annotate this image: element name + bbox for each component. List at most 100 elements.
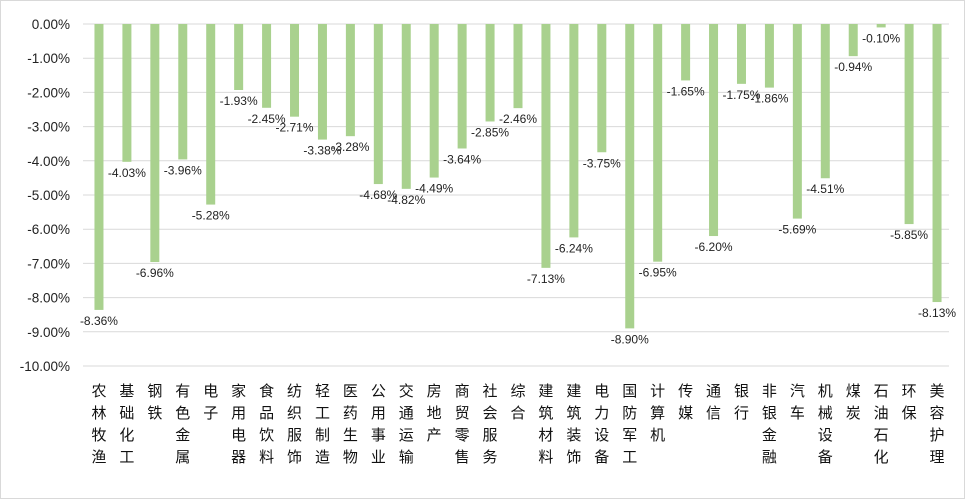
- x-tick-label: 通信: [706, 382, 721, 422]
- y-tick-label: -5.00%: [27, 188, 70, 203]
- bar: [94, 24, 104, 310]
- x-tick-label: 钢铁: [147, 382, 162, 422]
- bar: [597, 24, 607, 153]
- x-tick-label: 医药生物: [343, 382, 358, 466]
- x-tick-label: 国防军工: [622, 382, 637, 466]
- y-tick-label: -9.00%: [27, 325, 70, 340]
- x-tick-label: 建筑装饰: [566, 382, 581, 466]
- bar: [513, 24, 523, 109]
- data-label: -1.65%: [667, 84, 705, 98]
- y-tick-label: -6.00%: [27, 222, 70, 237]
- bar: [736, 24, 746, 84]
- x-tick-label: 环保: [902, 382, 917, 422]
- y-tick-label: -7.00%: [27, 256, 70, 271]
- bar: [541, 24, 551, 268]
- data-label: -8.90%: [611, 332, 649, 346]
- data-label: -2.85%: [471, 125, 509, 139]
- y-tick-label: 0.00%: [32, 17, 70, 32]
- data-label: -6.95%: [639, 266, 677, 280]
- data-label: -1.75%: [722, 88, 760, 102]
- bar: [569, 24, 579, 238]
- bar: [820, 24, 830, 179]
- data-labels: -8.36% -4.03% -6.96% -3.96% -5.28% -1.93% -2.4…: [80, 31, 956, 346]
- bar: [150, 24, 160, 263]
- x-tick-label: 轻工制造: [315, 382, 330, 466]
- gridlines: [83, 23, 949, 367]
- bar: [317, 24, 327, 140]
- data-label: -5.69%: [778, 223, 816, 237]
- data-label: -6.96%: [136, 266, 174, 280]
- data-label: -7.13%: [527, 272, 565, 286]
- x-tick-label: 综合: [510, 382, 525, 422]
- x-tick-label: 纺织服饰: [287, 382, 302, 466]
- x-tick-label: 美容护理: [930, 382, 945, 466]
- data-label: -2.46%: [499, 112, 537, 126]
- data-label: -1.93%: [220, 94, 258, 108]
- data-label: -4.03%: [108, 166, 146, 180]
- bar: [792, 24, 802, 219]
- bar: [681, 24, 691, 81]
- y-tick-label: -2.00%: [27, 85, 70, 100]
- bar: [122, 24, 132, 162]
- x-tick-label: 家用电器: [231, 382, 246, 466]
- data-label: -8.36%: [80, 314, 118, 328]
- bar: [653, 24, 663, 262]
- x-tick-label: 电力设备: [594, 382, 609, 466]
- x-tick-label: 交通运输: [399, 382, 414, 466]
- x-tick-label: 传媒: [678, 382, 693, 422]
- x-tick-label: 商贸零售: [455, 382, 470, 466]
- x-tick-label: 农林牧渔: [91, 382, 106, 466]
- data-label: -2.45%: [248, 112, 286, 126]
- data-label: -4.68%: [359, 188, 397, 202]
- y-tick-label: -1.00%: [27, 51, 70, 66]
- x-tick-label: 石油石化: [874, 382, 889, 466]
- x-tick-label: 公用事业: [371, 382, 386, 466]
- x-tick-label: 电子: [203, 382, 218, 422]
- data-label: -5.85%: [890, 228, 928, 242]
- data-label: -3.75%: [583, 156, 621, 170]
- data-label: -3.96%: [164, 163, 202, 177]
- data-label: -2.71%: [276, 121, 314, 135]
- bar: [262, 24, 272, 108]
- x-tick-label: 建筑材料: [538, 382, 553, 466]
- y-tick-label: -4.00%: [27, 154, 70, 169]
- data-label: -4.51%: [806, 182, 844, 196]
- bar: [178, 24, 188, 160]
- x-tick-label: 银行: [734, 382, 749, 422]
- bar: [206, 24, 216, 205]
- bar: [876, 24, 886, 28]
- y-axis: 0.00% -1.00% -2.00% -3.00% -4.00% -5.00% -6.00…: [20, 17, 70, 374]
- data-label: -6.20%: [695, 240, 733, 254]
- x-tick-label: 社会服务: [483, 382, 498, 466]
- x-tick-label: 房地产: [427, 382, 442, 444]
- data-label: -3.38%: [303, 144, 341, 158]
- x-axis: 农林牧渔基础化工钢铁有色金属电子家用电器食品饮料纺织服饰轻工制造医药生物公用事业…: [91, 382, 944, 466]
- x-tick-label: 非银金融: [762, 382, 777, 466]
- y-tick-label: -3.00%: [27, 120, 70, 135]
- x-tick-label: 汽车: [790, 382, 805, 422]
- bar: [234, 24, 244, 91]
- bar: [373, 24, 383, 185]
- x-tick-label: 煤炭: [846, 382, 861, 422]
- data-label: -3.28%: [331, 140, 369, 154]
- x-tick-label: 基础化工: [119, 382, 134, 466]
- bar: [764, 24, 774, 88]
- data-label: -0.10%: [862, 31, 900, 45]
- x-tick-label: 有色金属: [175, 382, 190, 466]
- data-label: -8.13%: [918, 306, 956, 320]
- x-tick-label: 食品饮料: [259, 382, 274, 466]
- data-label: -1.86%: [750, 92, 788, 106]
- bar: [401, 24, 411, 189]
- bar: [345, 24, 355, 137]
- bar: [457, 24, 467, 149]
- data-label: -4.82%: [387, 193, 425, 207]
- bar: [625, 24, 635, 329]
- bar: [290, 24, 300, 117]
- data-label: -6.24%: [555, 241, 593, 255]
- bar: [904, 24, 914, 225]
- x-tick-label: 机械设备: [818, 382, 833, 466]
- data-label: -0.94%: [834, 60, 872, 74]
- bar: [709, 24, 719, 237]
